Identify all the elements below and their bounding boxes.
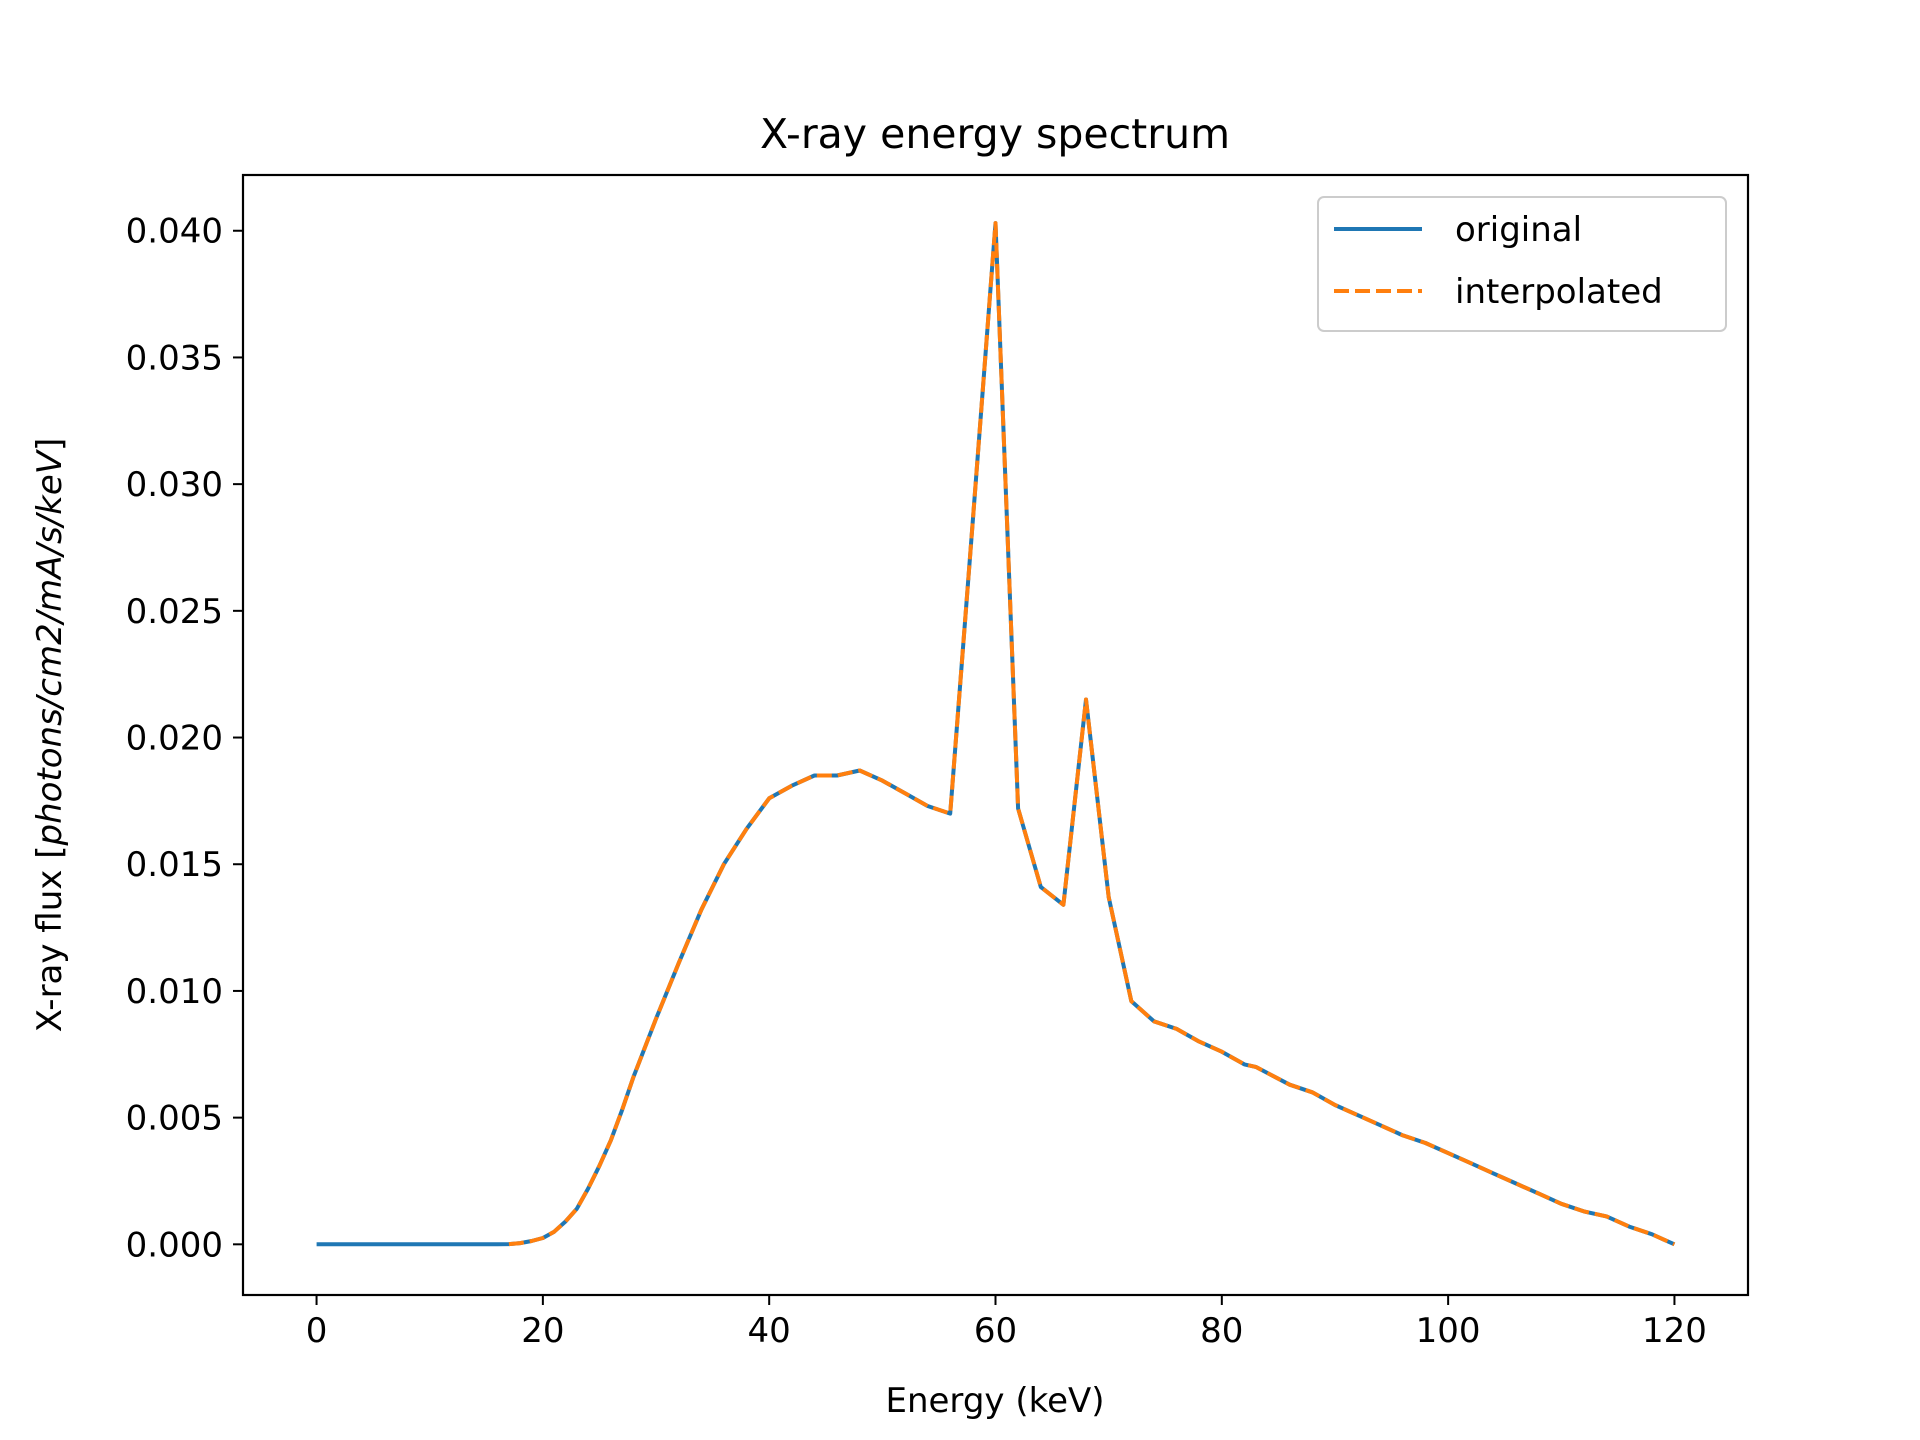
y-tick-label: 0.005 — [126, 1099, 223, 1139]
chart-title: X-ray energy spectrum — [760, 110, 1230, 158]
y-axis-title-prefix: X-ray flux [ — [30, 846, 70, 1033]
y-axis-title-suffix: ] — [30, 438, 70, 451]
series-layer — [316, 221, 1676, 1247]
y-tick-label: 0.010 — [126, 972, 223, 1012]
y-tick-label: 0.015 — [126, 845, 223, 885]
y-tick-label: 0.020 — [126, 719, 223, 759]
y-tick-label: 0.000 — [126, 1225, 223, 1265]
legend: original interpolated — [1317, 196, 1727, 332]
legend-label-interpolated: interpolated — [1455, 272, 1663, 312]
ticks-layer: 0 20 40 60 80 100 120 0.000 0.005 0.010 0.015 0.020… — [126, 212, 1707, 1351]
x-tick-label: 0 — [306, 1311, 328, 1351]
x-tick-label: 20 — [521, 1311, 564, 1351]
x-tick-label: 100 — [1416, 1311, 1481, 1351]
x-tick-label: 80 — [1200, 1311, 1243, 1351]
series-line-interpolated — [508, 221, 1676, 1247]
x-tick-label: 40 — [748, 1311, 791, 1351]
y-tick-label: 0.040 — [126, 212, 223, 252]
y-tick-label: 0.035 — [126, 338, 223, 378]
legend-label-original: original — [1455, 210, 1582, 250]
y-tick-label: 0.030 — [126, 465, 223, 505]
y-tick-label: 0.025 — [126, 592, 223, 632]
x-tick-label: 60 — [974, 1311, 1017, 1351]
plot-frame — [241, 173, 1750, 1297]
x-tick-label: 120 — [1642, 1311, 1707, 1351]
y-axis-title: X-ray flux [photons/cm2/mA/s/keV] — [30, 438, 70, 1033]
x-axis-title: Energy (keV) — [885, 1381, 1104, 1421]
y-axis-title-unit: photons/cm2/mA/s/keV — [30, 448, 70, 846]
